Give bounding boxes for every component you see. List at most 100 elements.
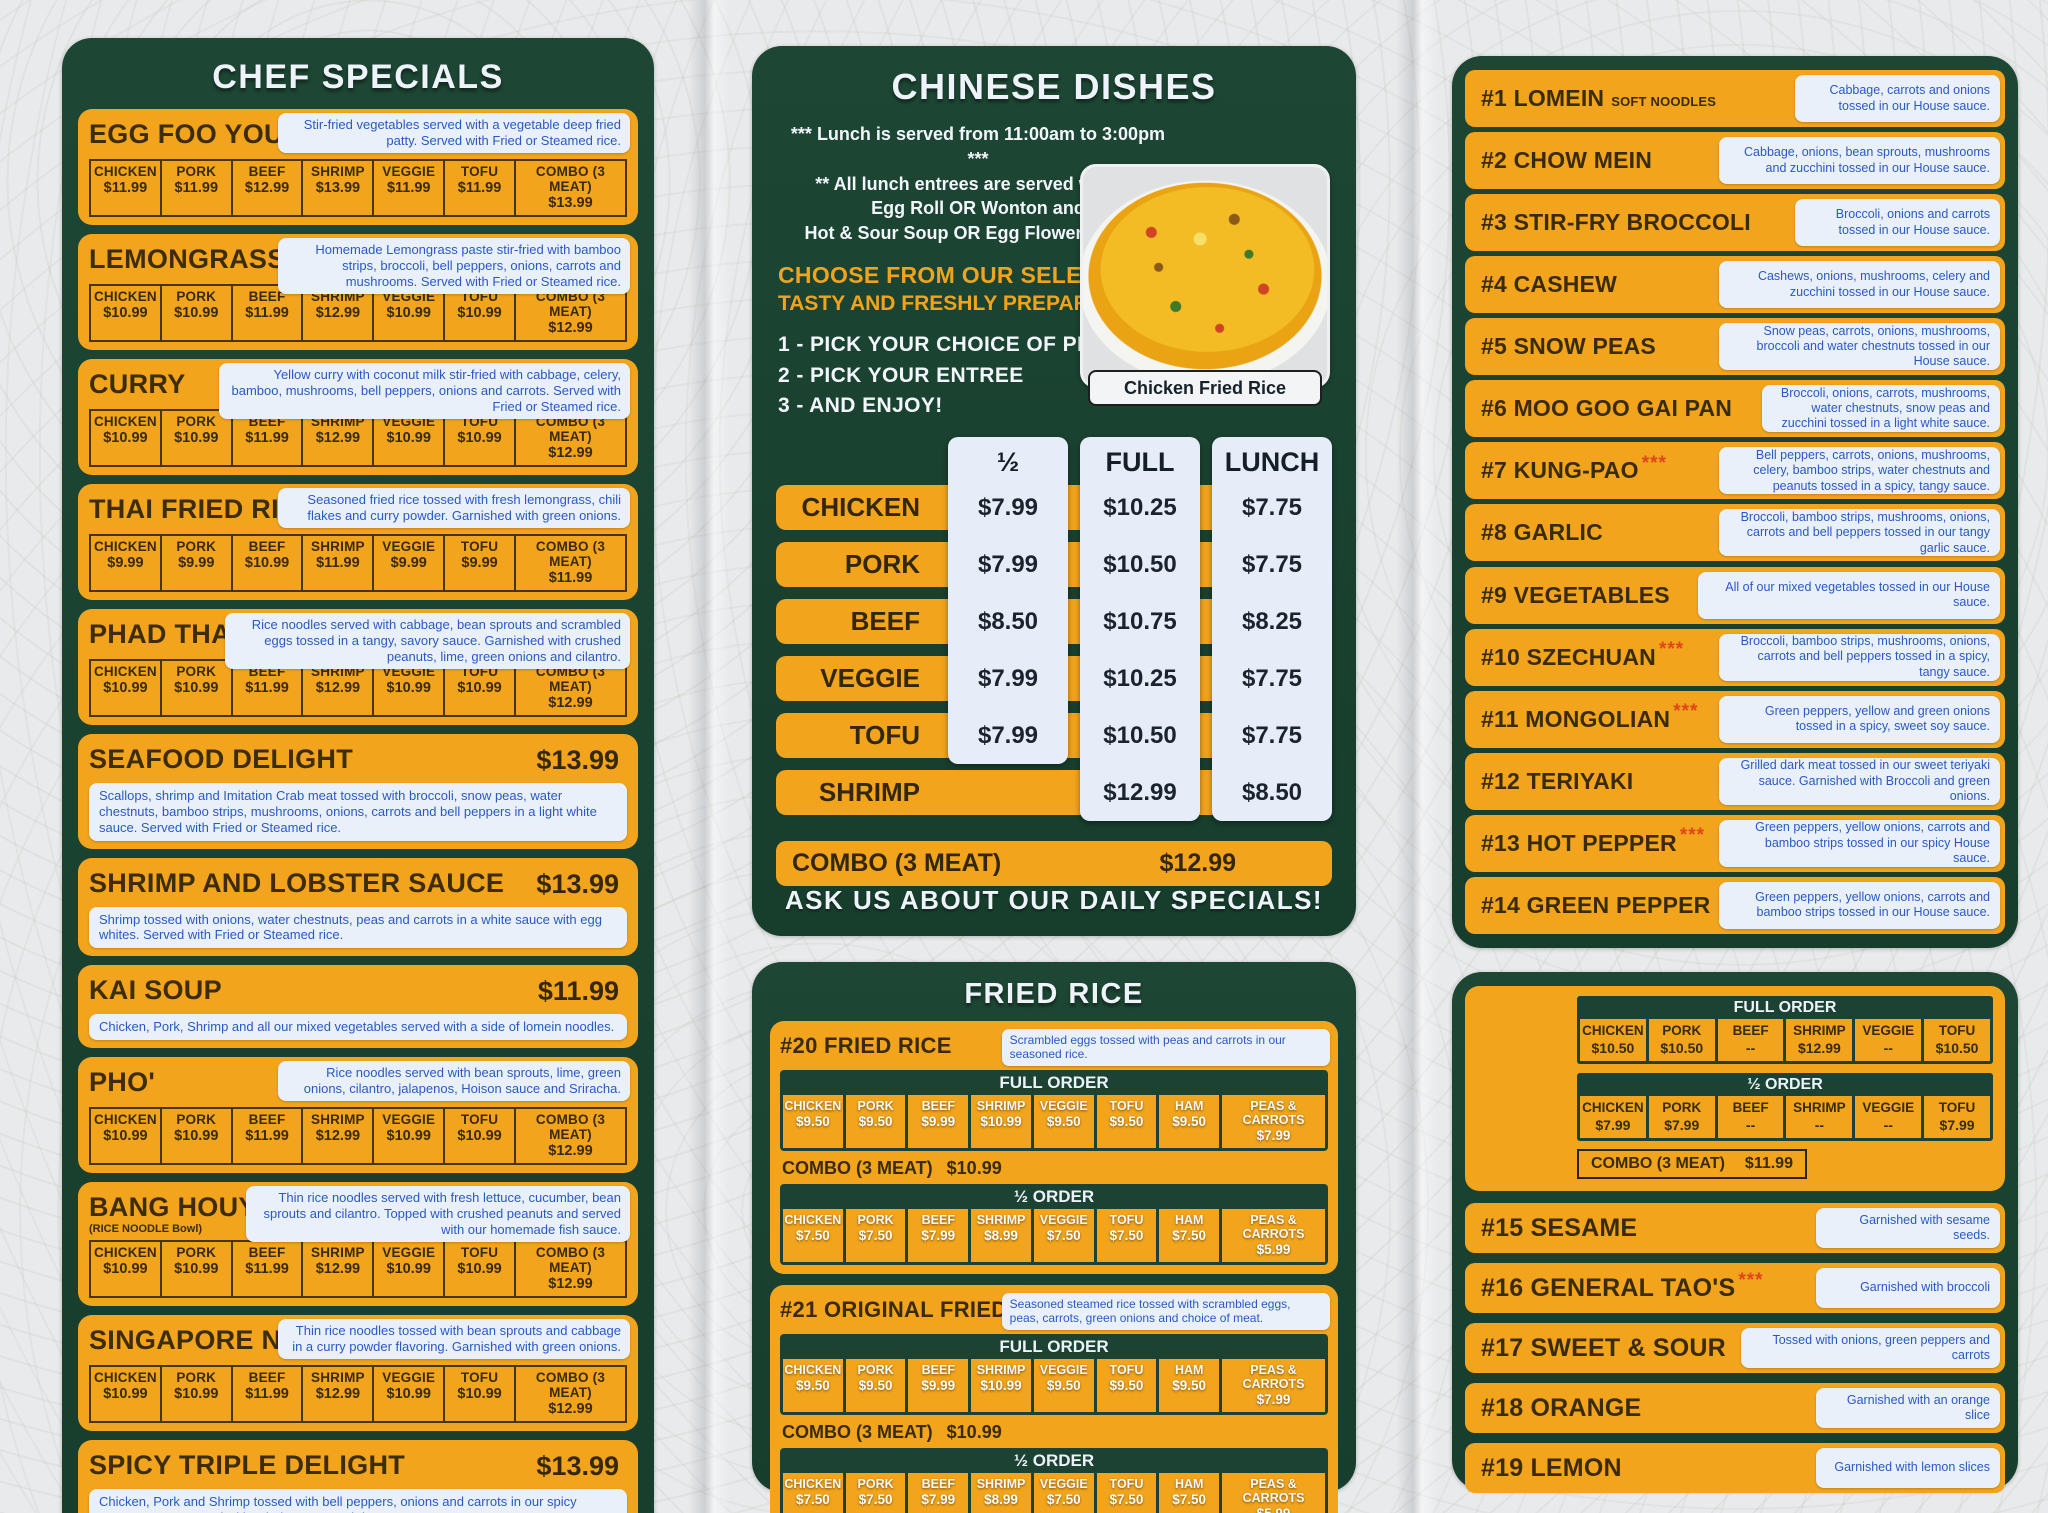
item-price: $13.99 — [536, 1451, 619, 1482]
protein-price-cell: CHICKEN $10.99 — [91, 286, 162, 340]
protein-label: SHRIMP — [311, 1245, 365, 1261]
protein-price-cell: TOFU $10.99 — [445, 411, 516, 465]
protein-price: $12.99 — [548, 445, 593, 461]
protein-price-cell: TOFU $7.50 — [1096, 1473, 1157, 1513]
protein-price-cell: BEEF -- — [1717, 1096, 1784, 1138]
protein-price: $9.50 — [1172, 1378, 1207, 1393]
ordering-steps: 1 - PICK YOUR CHOICE OF PROTEIN 2 - PICK … — [778, 330, 1332, 421]
dish-name-text: #3 STIR-FRY BROCCOLI — [1481, 209, 1751, 236]
protein-price-cell: TOFU $10.99 — [445, 1109, 516, 1164]
protein-label: SHRIMP — [976, 1477, 1026, 1491]
protein-label: COMBO (3 MEAT) — [535, 164, 606, 194]
protein-price-cell: SHRIMP $10.99 — [971, 1095, 1031, 1148]
lunch-note-line: Egg Roll OR Wonton and — [871, 198, 1085, 219]
dish-name-text: #14 GREEN PEPPER — [1481, 891, 1711, 918]
protein-price: $10.99 — [174, 1386, 219, 1403]
lunch-note-line: *** Lunch is served from 11:00am to 3:00… — [790, 124, 1166, 169]
protein-price: $12.99 — [548, 1276, 593, 1293]
protein-price: $11.99 — [548, 570, 593, 586]
dish-name: #15 SESAME — [1481, 1203, 1637, 1253]
full-order-cells: CHICKEN $10.50 PORK $10.50 BEEF -- SHRIMP $12.9… — [1580, 1019, 1990, 1061]
protein-price-cell: SHRIMP $8.99 — [971, 1209, 1031, 1262]
protein-price-cell: CHICKEN $7.99 — [1580, 1096, 1646, 1138]
protein-label: PORK — [857, 1477, 894, 1491]
protein-price: $11.99 — [245, 680, 289, 696]
protein-price: -- — [1745, 1040, 1756, 1056]
protein-price: $10.99 — [174, 1128, 219, 1145]
protein-price: $10.99 — [980, 1378, 1022, 1393]
dish-description: Broccoli, bamboo strips, mushrooms, onio… — [1719, 633, 2000, 681]
protein-price-cell: COMBO (3 MEAT) $13.99 — [516, 161, 625, 215]
protein-price: $10.99 — [103, 680, 148, 696]
protein-price: $9.50 — [795, 1378, 830, 1393]
protein-price: $9.99 — [178, 555, 215, 571]
protein-price: $7.50 — [1109, 1492, 1144, 1507]
dish-name-text: #7 KUNG-PAO — [1481, 457, 1639, 484]
protein-price-cell: CHICKEN $9.99 — [91, 536, 162, 590]
combo-row: COMBO (3 MEAT) $12.99 — [776, 841, 1332, 887]
protein-label: CHICKEN — [93, 664, 157, 679]
protein-price: $9.50 — [1109, 1114, 1144, 1129]
item-name: PHO' — [89, 1067, 156, 1098]
dish-bar: #7 KUNG-PAO *** Bell peppers, carrots, oni… — [1465, 442, 2005, 500]
dish-bar: #11 MONGOLIAN *** Green peppers, yellow an… — [1465, 690, 2005, 748]
combo-price: $10.99 — [946, 1422, 1002, 1442]
protein-label: CHICKEN — [784, 1363, 842, 1377]
menu-item-card: SPICY TRIPLE DELIGHT $13.99 Chicken, Pork … — [78, 1440, 638, 1513]
full-order-section: FULL ORDER CHICKEN $9.50 PORK $9.50 BEEF $9.99… — [780, 1334, 1328, 1415]
dish-subname: SOFT NOODLES — [1611, 94, 1717, 109]
protein-price: $10.99 — [244, 555, 290, 571]
half-price-column: ½ — [948, 437, 1068, 765]
full-order-header: FULL ORDER — [999, 1073, 1109, 1092]
protein-price-cell: PORK $10.99 — [162, 1367, 233, 1422]
dish-description: Green peppers, yellow onions, carrots an… — [1719, 881, 2000, 929]
specialty-dishes-list: #15 SESAME Garnished with sesame seeds. #1… — [1465, 1203, 2005, 1493]
protein-price-cell: SHRIMP $12.99 — [303, 286, 375, 340]
combo-price: $10.99 — [946, 1158, 1002, 1178]
ordering-step: 1 - PICK YOUR CHOICE OF PROTEIN — [778, 333, 1159, 357]
dish-name: #3 STIR-FRY BROCCOLI — [1481, 194, 1751, 251]
lunch-note: *** Lunch is served from 11:00am to 3:00… — [778, 122, 1178, 246]
dish-description: Garnished with an orange slice — [1816, 1388, 2000, 1428]
spicy-stars: *** — [1738, 1270, 1764, 1291]
fried-rice-panel: FRIED RICE #20 FRIED RICE Scrambled eggs … — [752, 962, 1356, 1513]
dish-name-text: #12 TERIYAKI — [1481, 767, 1634, 794]
protein-price: $10.99 — [457, 680, 502, 696]
protein-price-cell: SHRIMP $12.99 — [303, 1367, 375, 1422]
protein-price-cell: PORK $9.50 — [845, 1095, 906, 1148]
dish-bar: #6 MOO GOO GAI PAN Broccoli, onions, carr… — [1465, 380, 2005, 438]
protein-label: SHRIMP — [976, 1213, 1026, 1227]
item-header: CURRY Yellow curry with coconut milk stir… — [89, 363, 630, 419]
full-order-cells: CHICKEN $9.50 PORK $9.50 BEEF $9.99 SHRIMP $10.… — [783, 1095, 1326, 1148]
protein-label: CHICKEN — [93, 1112, 157, 1128]
protein-price: $9.50 — [858, 1114, 893, 1129]
protein-price-cell: VEGGIE $9.50 — [1033, 1095, 1094, 1148]
half-price: $7.99 — [977, 665, 1039, 693]
item-description: Chicken, Pork and Shrimp tossed with bel… — [89, 1489, 627, 1513]
protein-price-cell: BEEF $11.99 — [233, 286, 304, 340]
protein-label: SHRIMP — [1793, 1100, 1846, 1115]
protein-label: PORK — [176, 664, 217, 679]
item-header: #21 ORIGINAL FRIED RICE Seasoned steamed … — [780, 1293, 1330, 1330]
combo-label: COMBO (3 MEAT) — [1591, 1155, 1725, 1172]
combo-row: COMBO (3 MEAT) $11.99 — [1577, 1149, 1807, 1179]
protein-price-cell: TOFU $10.99 — [445, 661, 516, 715]
combo-row: COMBO (3 MEAT) $10.99 — [782, 1422, 1326, 1443]
full-price: $10.75 — [1103, 608, 1177, 636]
menu-item-card: LEMONGRASS Homemade Lemongrass paste stir… — [78, 234, 638, 350]
protein-label: PORK — [857, 1099, 894, 1113]
protein-price-cell: BEEF $11.99 — [233, 411, 304, 465]
protein-price: $10.50 — [1591, 1040, 1635, 1056]
dish-bar: #1 LOMEIN SOFT NOODLES Cabbage, carrots an… — [1465, 70, 2005, 127]
protein-price-cell: TOFU $11.99 — [445, 161, 516, 215]
protein-price-cell: VEGGIE $10.99 — [374, 1109, 446, 1164]
protein-label: COMBO (3 MEAT) — [535, 1370, 606, 1401]
protein-price: $10.99 — [457, 305, 502, 321]
protein-price-cell: SHRIMP $13.99 — [303, 161, 375, 215]
protein-price: $10.99 — [457, 1128, 502, 1145]
protein-price-cell: PORK $10.99 — [162, 411, 233, 465]
protein-price: $7.99 — [1256, 1392, 1291, 1407]
half-order-cells: CHICKEN $7.50 PORK $7.50 BEEF $7.99 SHRIMP $8.9… — [783, 1473, 1326, 1513]
item-description: Seasoned steamed rice tossed with scramb… — [1001, 1293, 1330, 1330]
